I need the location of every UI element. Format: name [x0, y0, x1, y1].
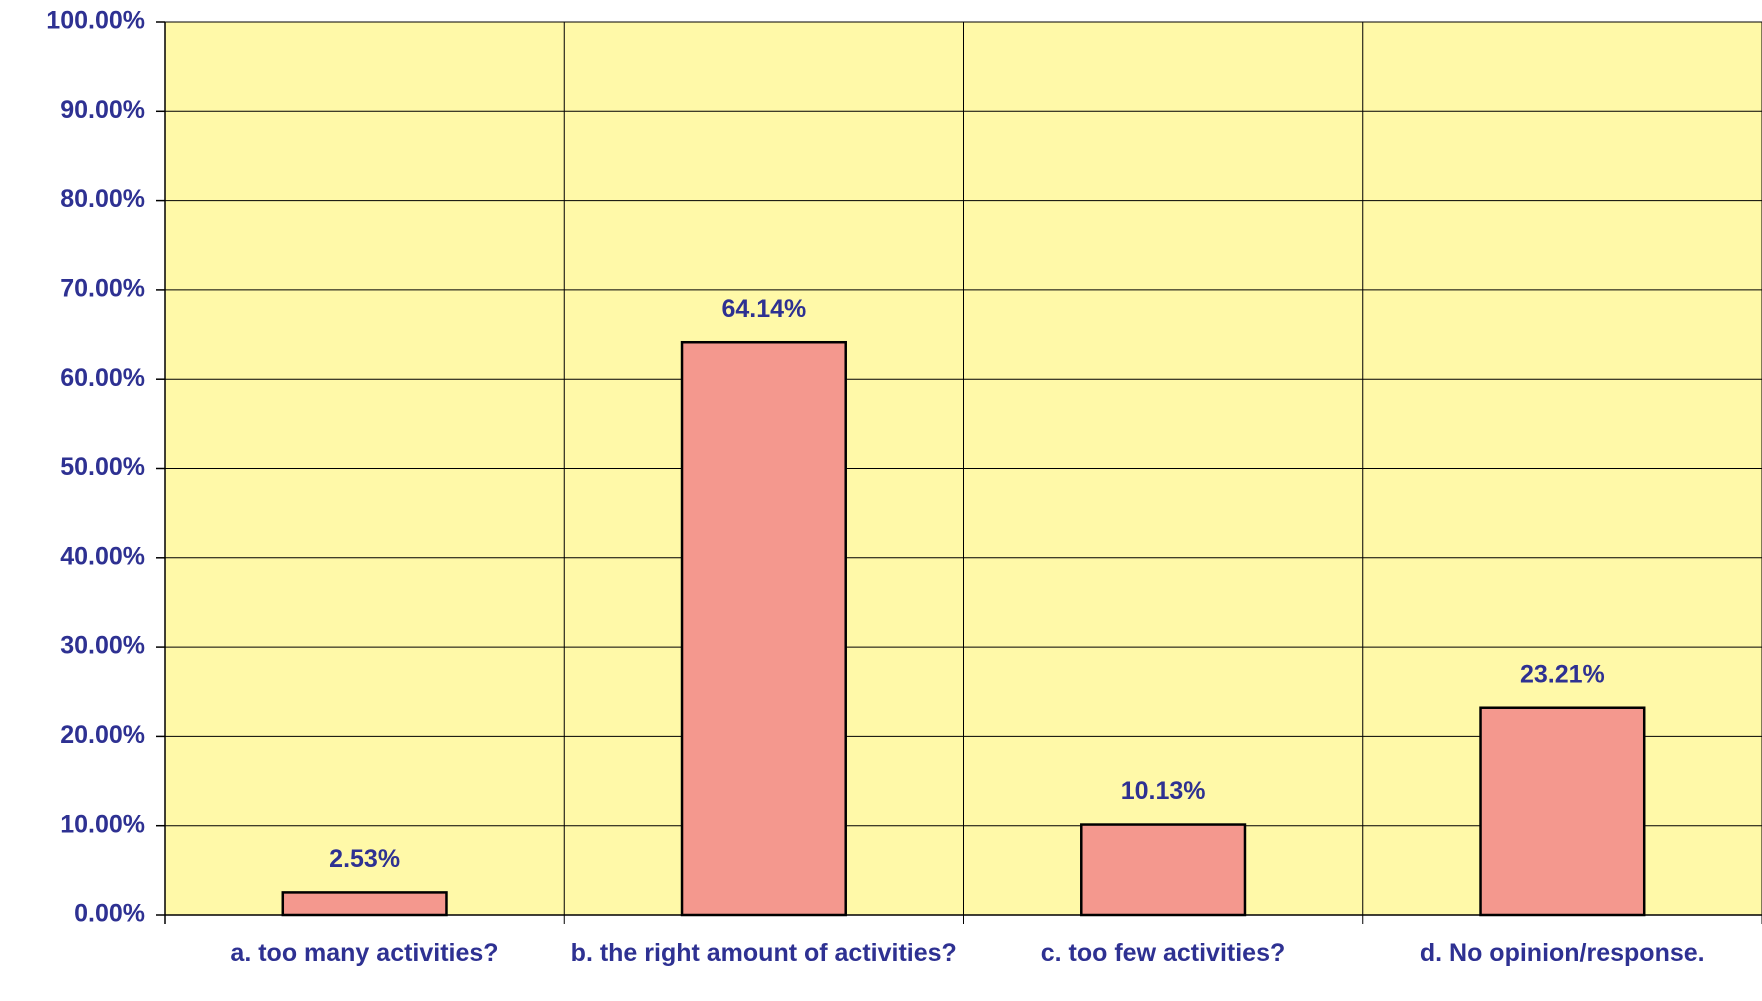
y-tick-label: 50.00% — [60, 453, 145, 481]
data-label: 2.53% — [329, 845, 400, 873]
data-label: 23.21% — [1520, 660, 1605, 688]
data-label: 64.14% — [721, 295, 806, 323]
y-tick-label: 70.00% — [60, 275, 145, 303]
x-tick-label: a. too many activities? — [230, 939, 499, 967]
x-tick-label: b. the right amount of activities? — [570, 939, 957, 967]
bar — [680, 340, 847, 917]
data-label: 10.13% — [1121, 777, 1206, 805]
y-tick-label: 30.00% — [60, 632, 145, 660]
bar — [1479, 706, 1646, 917]
y-tick-label: 10.00% — [60, 810, 145, 838]
y-tick-label: 0.00% — [74, 900, 145, 928]
y-tick-label: 80.00% — [60, 185, 145, 213]
y-tick-label: 40.00% — [60, 542, 145, 570]
x-tick-label: c. too few activities? — [1040, 939, 1286, 967]
y-tick-label: 100.00% — [46, 7, 145, 35]
y-tick-label: 20.00% — [60, 721, 145, 749]
x-tick-label: d. No opinion/response. — [1419, 939, 1705, 967]
bar — [1080, 823, 1247, 917]
bar — [281, 891, 448, 917]
y-tick-label: 90.00% — [60, 96, 145, 124]
y-tick-label: 60.00% — [60, 364, 145, 392]
